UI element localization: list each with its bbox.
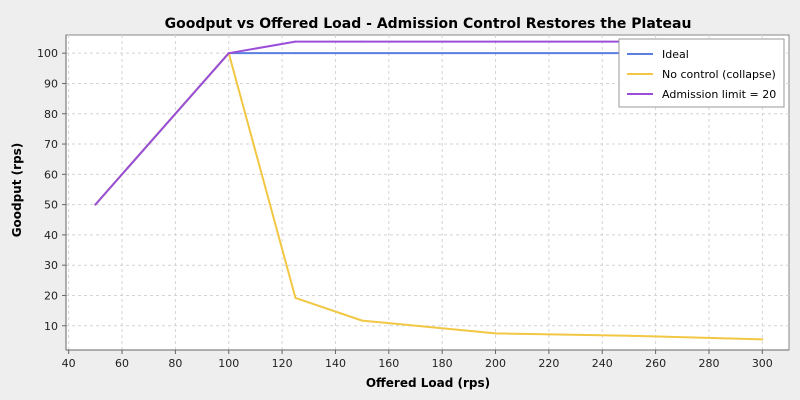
chart-title: Goodput vs Offered Load - Admission Cont…	[165, 16, 692, 32]
y-ticks: 10 20 30 40 50 60 70 80 90 100	[37, 47, 66, 333]
grid-lines	[66, 35, 789, 350]
y-tick-label: 40	[44, 229, 58, 242]
y-tick-label: 60	[44, 168, 58, 181]
y-tick-label: 100	[37, 47, 58, 60]
legend-label: Ideal	[662, 48, 689, 61]
y-axis-label: Goodput (rps)	[10, 143, 24, 238]
y-tick-label: 90	[44, 77, 58, 90]
x-tick-label: 60	[115, 357, 129, 370]
x-tick-label: 100	[218, 357, 239, 370]
data-point	[294, 40, 297, 43]
y-tick-label: 10	[44, 320, 58, 333]
x-tick-label: 200	[485, 357, 506, 370]
legend-label: No control (collapse)	[662, 68, 776, 81]
x-tick-label: 260	[645, 357, 666, 370]
data-point	[294, 296, 297, 299]
y-tick-label: 20	[44, 289, 58, 302]
data-point	[494, 40, 497, 43]
legend-label: Admission limit = 20	[662, 88, 776, 101]
x-tick-label: 140	[325, 357, 346, 370]
data-point	[227, 52, 230, 55]
x-ticks: 40 60 80 100 120 140 160 180 200 220 240 260 280 300	[62, 350, 773, 370]
data-point	[361, 52, 364, 55]
y-tick-label: 70	[44, 138, 58, 151]
x-tick-label: 160	[378, 357, 399, 370]
data-point	[494, 332, 497, 335]
data-point	[361, 319, 364, 322]
data-point	[94, 203, 97, 206]
x-tick-label: 80	[168, 357, 182, 370]
x-tick-label: 120	[272, 357, 293, 370]
data-point	[361, 40, 364, 43]
y-tick-label: 30	[44, 259, 58, 272]
legend: Ideal No control (collapse) Admission limi…	[618, 38, 785, 108]
y-tick-label: 80	[44, 108, 58, 121]
x-tick-label: 220	[538, 357, 559, 370]
x-axis-label: Offered Load (rps)	[366, 376, 490, 390]
x-tick-label: 240	[592, 357, 613, 370]
data-point	[627, 334, 630, 337]
data-point	[761, 338, 764, 341]
axes	[65, 35, 789, 351]
x-tick-label: 300	[752, 357, 773, 370]
data-point	[294, 52, 297, 55]
data-point	[494, 52, 497, 55]
x-tick-label: 280	[698, 357, 719, 370]
x-tick-label: 40	[62, 357, 76, 370]
y-tick-label: 50	[44, 199, 58, 212]
x-tick-label: 180	[432, 357, 453, 370]
